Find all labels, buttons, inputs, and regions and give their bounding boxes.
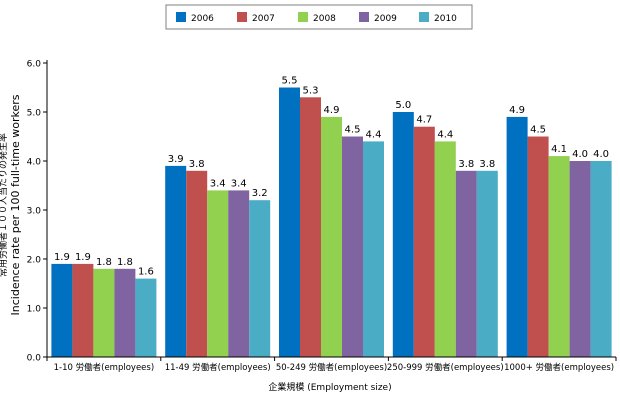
bar-2006-5 — [506, 116, 528, 358]
bar-2010-3 — [363, 141, 384, 357]
data-labels: 1.9 1.9 1.8 1.8 1.6 3.9 3.8 3.4 3.4 3.2 5.5 5.3 4.9 4… — [54, 76, 609, 278]
data-label-2009-2: 3.4 — [231, 178, 247, 189]
bars — [51, 87, 612, 358]
data-label-2008-2: 3.4 — [210, 178, 226, 189]
data-label-2007-2: 3.8 — [189, 159, 205, 170]
bar-2009-1 — [114, 268, 136, 357]
bar-2008-3 — [321, 116, 342, 358]
x-tick-label: 1000+ 労働者(employees) — [504, 362, 614, 373]
y-tick-label: 3.0 — [27, 207, 42, 217]
bar-2007-3 — [300, 97, 321, 358]
data-label-2007-3: 5.3 — [303, 85, 319, 96]
bar-2007-5 — [527, 136, 549, 357]
data-label-2006-1: 1.9 — [54, 252, 70, 263]
legend-label-2006: 2006 — [191, 14, 214, 24]
y-tick-label: 6.0 — [27, 60, 42, 70]
data-label-2008-3: 4.9 — [324, 105, 340, 116]
bar-2010-1 — [135, 278, 157, 357]
y-axis-title-en-group: Incidence rate per 100 full-time workers — [9, 94, 22, 315]
data-label-2009-3: 4.5 — [345, 125, 361, 136]
data-label-2006-2: 3.9 — [168, 154, 184, 165]
bar-2009-4 — [455, 170, 477, 357]
legend-label-2009: 2009 — [374, 14, 397, 24]
data-label-2008-4: 4.4 — [437, 129, 453, 140]
x-tick-label: 250-999 労働者(employees) — [387, 362, 504, 373]
data-label-2009-4: 3.8 — [458, 159, 474, 170]
y-ticks: 0.0 1.0 2.0 3.0 4.0 5.0 6.0 — [27, 60, 47, 364]
legend-label-2007: 2007 — [252, 14, 275, 24]
bar-2007-4 — [413, 126, 435, 357]
data-label-2006-4: 5.0 — [395, 100, 411, 111]
bar-2008-4 — [434, 141, 456, 357]
data-label-2006-5: 4.9 — [509, 105, 525, 116]
bar-2010-4 — [476, 170, 498, 357]
legend-swatch-2008 — [298, 12, 308, 22]
data-label-2010-1: 1.6 — [138, 267, 154, 278]
bar-2010-2 — [249, 200, 271, 357]
data-label-2007-4: 4.7 — [416, 115, 432, 126]
y-tick-label: 1.0 — [27, 305, 42, 315]
data-label-2010-2: 3.2 — [252, 188, 268, 199]
y-tick-label: 4.0 — [27, 158, 42, 168]
y-axis-title-ja: 常用労働者１００人当たりの発生率 — [0, 133, 9, 277]
y-axis-title: 常用労働者１００人当たりの発生率 — [0, 133, 9, 277]
legend-swatch-2010 — [419, 12, 429, 22]
bar-2007-1 — [72, 263, 94, 357]
data-label-2006-3: 5.5 — [282, 76, 298, 87]
legend-label-2008: 2008 — [313, 14, 336, 24]
bar-2008-1 — [93, 268, 115, 357]
x-ticks: 1-10 労働者(employees) 11-49 労働者(employees) 5… — [46, 357, 617, 373]
data-label-2009-5: 4.0 — [572, 149, 588, 160]
x-tick-label: 1-10 労働者(employees) — [54, 362, 155, 373]
legend-swatch-2009 — [359, 12, 369, 22]
y-tick-label: 2.0 — [27, 256, 42, 266]
data-label-2010-4: 3.8 — [479, 159, 495, 170]
bar-2008-2 — [207, 190, 229, 357]
y-axis-title-en: Incidence rate per 100 full-time workers — [9, 94, 22, 315]
y-tick-label: 0.0 — [27, 354, 42, 364]
data-label-2009-1: 1.8 — [117, 257, 133, 268]
data-label-2008-1: 1.8 — [96, 257, 112, 268]
legend-swatch-2007 — [237, 12, 247, 22]
bar-2009-3 — [342, 136, 363, 357]
y-tick-label: 5.0 — [27, 109, 42, 119]
legend-label-2010: 2010 — [434, 14, 457, 24]
bar-2007-2 — [186, 170, 208, 357]
data-label-2007-5: 4.5 — [530, 125, 546, 136]
data-label-2010-3: 4.4 — [366, 129, 382, 140]
x-tick-label: 50-249 労働者(employees) — [276, 362, 387, 373]
bar-2006-2 — [165, 165, 187, 357]
bar-2010-5 — [590, 161, 612, 357]
bar-2006-1 — [51, 263, 73, 357]
bar-2009-2 — [228, 190, 250, 357]
data-label-2007-1: 1.9 — [75, 252, 91, 263]
x-axis-title: 企業規模 (Employment size) — [268, 381, 391, 393]
legend: 2006 2007 2008 2009 2010 — [165, 4, 473, 30]
bar-2006-3 — [279, 87, 300, 357]
bar-2008-5 — [548, 156, 570, 357]
bar-2009-5 — [569, 161, 591, 357]
legend-swatch-2006 — [176, 12, 186, 22]
data-label-2008-5: 4.1 — [551, 144, 567, 155]
x-tick-label: 11-49 労働者(employees) — [165, 362, 271, 373]
bar-2006-4 — [392, 112, 414, 357]
data-label-2010-5: 4.0 — [593, 149, 609, 160]
